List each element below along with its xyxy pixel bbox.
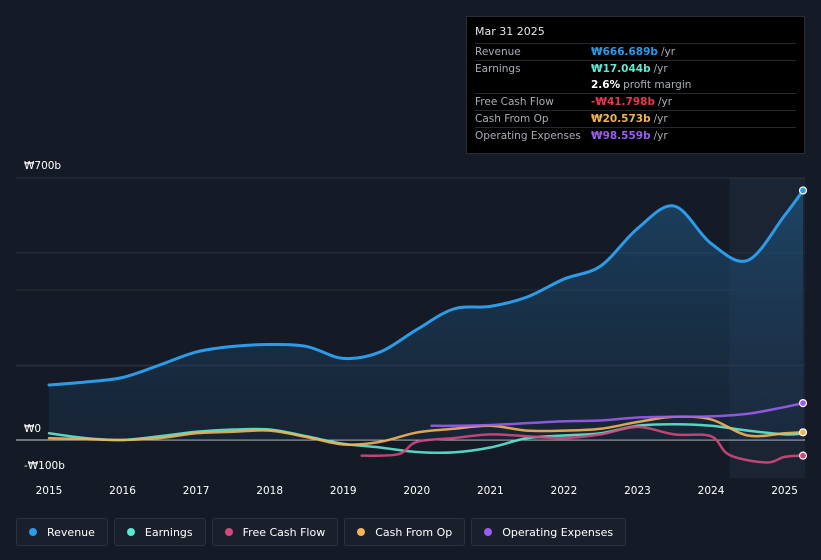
tooltip-unit: /yr	[657, 96, 673, 108]
earnings-line	[47, 423, 805, 455]
tooltip-panel: Mar 31 2025 Revenue ₩666.689b /yr Earnin…	[466, 16, 805, 154]
legend-dot	[484, 528, 493, 536]
tooltip-value: 2.6%	[591, 79, 621, 91]
tooltip-date: Mar 31 2025	[475, 25, 545, 38]
revenue-end-point	[798, 186, 808, 195]
x-tick-label: 2016	[109, 485, 136, 497]
legend-label: Operating Expenses	[502, 525, 614, 539]
legend-label: Earnings	[144, 525, 193, 539]
x-tick-label: 2019	[329, 485, 357, 497]
tooltip-label: Operating Expenses	[475, 130, 581, 142]
legend-label: Cash From Op	[375, 525, 453, 539]
tooltip-value: ₩17.044b	[591, 63, 651, 75]
tooltip-value: ₩20.573b	[591, 113, 651, 125]
legend-free-cash-flow[interactable]: Free Cash Flow	[211, 518, 339, 546]
x-tick-label: 2022	[550, 485, 578, 497]
x-tick-label: 2024	[697, 485, 725, 497]
x-tick-label: 2025	[771, 485, 798, 497]
legend-operating-expenses[interactable]: Operating Expenses	[471, 518, 627, 546]
cash-from-op-end-point	[798, 428, 808, 437]
operating-expenses-line	[430, 401, 805, 428]
tooltip-label: Earnings	[475, 63, 521, 75]
tooltip-row-revenue: Revenue ₩666.689b /yr	[475, 43, 796, 60]
chart-area	[16, 177, 808, 478]
tooltip-unit: /yr	[653, 113, 668, 125]
revenue-area	[49, 190, 803, 440]
tooltip-label: Cash From Op	[475, 113, 549, 125]
legend-dot	[357, 528, 366, 536]
legend-label: Free Cash Flow	[242, 525, 326, 539]
x-tick-label: 2021	[476, 485, 504, 497]
legend-dot	[126, 528, 135, 536]
tooltip-value: ₩98.559b	[591, 130, 651, 142]
x-tick-label: 2017	[182, 485, 210, 497]
tooltip-row-profit-margin: 2.6% profit margin	[475, 77, 796, 93]
tooltip-unit: profit margin	[623, 79, 692, 91]
free-cash-flow-line	[360, 425, 805, 464]
x-tick-label: 2020	[403, 485, 431, 497]
tooltip-row-operating-expenses: Operating Expenses ₩98.559b /yr	[475, 127, 796, 144]
y-tick-label-0: ₩0	[24, 423, 42, 435]
y-tick-label-700: ₩700b	[24, 160, 62, 172]
y-tick-label-minus-100: -₩100b	[24, 460, 65, 472]
tooltip-row-earnings: Earnings ₩17.044b /yr	[475, 60, 796, 77]
legend-dot	[224, 528, 233, 536]
tooltip-unit: /yr	[653, 130, 668, 142]
legend-dot	[29, 528, 37, 536]
operating-expenses-end-point	[798, 399, 808, 408]
tooltip-value: ₩666.689b	[591, 46, 658, 58]
x-tick-label: 2018	[256, 485, 284, 497]
x-tick-label: 2015	[35, 485, 63, 497]
tooltip-label: Revenue	[475, 46, 521, 58]
tooltip-value: -₩41.798b	[591, 96, 655, 108]
legend-label: Revenue	[47, 525, 95, 539]
legend-cash-from-op[interactable]: Cash From Op	[344, 518, 466, 546]
legend-earnings[interactable]: Earnings	[113, 518, 206, 546]
tooltip-label	[475, 77, 591, 93]
tooltip-row-free-cash-flow: Free Cash Flow -₩41.798b /yr	[475, 93, 796, 110]
revenue-line	[47, 188, 805, 387]
tooltip-row-cash-from-op: Cash From Op ₩20.573b /yr	[475, 110, 796, 127]
legend: Revenue Earnings Free Cash Flow Cash Fro…	[16, 518, 627, 546]
legend-revenue[interactable]: Revenue	[16, 518, 108, 546]
x-tick-label: 2023	[624, 485, 651, 497]
free-cash-flow-end-point	[798, 451, 808, 460]
tooltip-unit: /yr	[660, 46, 676, 58]
tooltip-unit: /yr	[653, 63, 668, 75]
tooltip-label: Free Cash Flow	[475, 96, 554, 108]
